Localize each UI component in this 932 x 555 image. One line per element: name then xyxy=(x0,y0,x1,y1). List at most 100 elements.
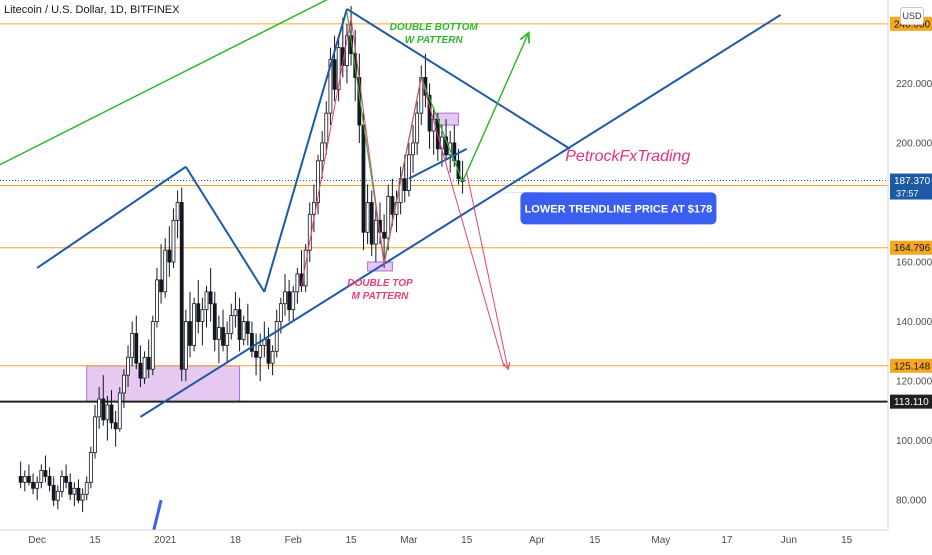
callout-text: LOWER TRENDLINE PRICE AT $178 xyxy=(525,203,713,215)
candle-body-95 xyxy=(411,142,415,156)
annotation-0: DOUBLE BOTTOM xyxy=(390,22,479,33)
candle-body-73 xyxy=(320,142,325,162)
candle-body-6 xyxy=(43,470,48,477)
candle-body-30 xyxy=(142,356,147,379)
trendline-4 xyxy=(263,8,348,293)
candle-body-2 xyxy=(27,476,31,483)
x-tick-label-2: 2021 xyxy=(154,535,177,546)
candle-body-74 xyxy=(324,112,329,144)
candle-body-88 xyxy=(382,231,387,239)
candle-body-42 xyxy=(192,303,197,346)
y-tick-label-3: 140.000 xyxy=(896,317,932,328)
candle-body-11 xyxy=(64,476,68,483)
candle-body-36 xyxy=(167,249,172,263)
candle-body-61 xyxy=(270,350,275,364)
current-price-countdown: 37:57 xyxy=(896,189,919,199)
candle-body-65 xyxy=(287,291,292,311)
candle-body-77 xyxy=(336,47,341,90)
candle-body-51 xyxy=(229,315,234,334)
level-tag-text-2: 164.796 xyxy=(894,243,931,254)
candle-body-4 xyxy=(35,481,40,489)
price-axis-bg xyxy=(888,0,932,550)
x-tick-label-1: 15 xyxy=(89,535,101,546)
candle-body-86 xyxy=(373,219,378,245)
pattern-path-3 xyxy=(466,172,508,370)
candle-body-33 xyxy=(155,279,159,322)
candle-body-90 xyxy=(390,196,395,215)
candle-body-49 xyxy=(221,327,225,346)
candle-body-27 xyxy=(130,333,135,358)
currency-button[interactable]: USD xyxy=(900,7,924,25)
level-tag-text-4: 113.110 xyxy=(894,397,929,408)
x-tick-label-3: 18 xyxy=(230,535,242,546)
current-price-tag xyxy=(890,173,932,200)
x-tick-label-9: 15 xyxy=(589,535,601,546)
candle-body-16 xyxy=(84,481,89,495)
x-tick-label-13: 15 xyxy=(841,535,853,546)
candle-body-38 xyxy=(175,202,180,221)
candle-body-13 xyxy=(72,487,77,495)
y-tick-label-2: 120.000 xyxy=(896,377,932,388)
x-tick-label-0: Dec xyxy=(28,535,46,546)
candle-body-84 xyxy=(365,202,370,233)
x-tick-label-4: Feb xyxy=(285,535,303,546)
candle-body-28 xyxy=(134,333,139,364)
pattern-path-2 xyxy=(461,33,529,182)
y-tick-label-1: 100.000 xyxy=(896,436,932,447)
trendline-2 xyxy=(36,165,187,269)
candle-body-25 xyxy=(122,374,126,394)
candle-body-47 xyxy=(212,303,217,340)
candle-body-45 xyxy=(204,291,209,311)
candle-body-72 xyxy=(316,160,320,203)
pattern-path-1 xyxy=(301,17,505,367)
x-tick-label-12: Jun xyxy=(781,535,797,546)
y-tick-label-0: 80.000 xyxy=(896,496,927,507)
level-tag-4 xyxy=(890,394,932,409)
annotation-1: W PATTERN xyxy=(405,35,464,46)
candle-body-41 xyxy=(188,321,192,346)
candle-body-96 xyxy=(415,112,420,144)
level-tag-2 xyxy=(890,240,932,255)
candle-body-15 xyxy=(80,493,85,501)
candle-body-93 xyxy=(402,178,407,191)
level-tag-text-3: 125.148 xyxy=(894,361,931,372)
candle-body-83 xyxy=(361,124,366,233)
candle-body-56 xyxy=(250,333,254,352)
callout-box xyxy=(520,192,717,225)
trendline-3 xyxy=(185,166,266,293)
x-tick-label-6: Mar xyxy=(400,535,418,546)
candle-body-7 xyxy=(47,476,52,486)
candle-body-67 xyxy=(295,273,300,293)
candle-body-69 xyxy=(303,249,308,287)
callout-pointer xyxy=(462,192,545,194)
x-tick-label-10: May xyxy=(651,535,670,546)
candle-body-9 xyxy=(55,490,60,501)
y-tick-label-6: 220.000 xyxy=(896,79,932,90)
candle-body-40 xyxy=(183,321,188,370)
candle-body-60 xyxy=(266,339,271,364)
symbol-title: Litecoin / U.S. Dollar, 1D, BITFINEX xyxy=(4,4,180,16)
x-tick-label-8: Apr xyxy=(529,535,545,546)
candle-body-17 xyxy=(88,452,93,483)
candle-body-53 xyxy=(237,309,242,340)
candle-body-55 xyxy=(245,321,250,334)
level-tag-3 xyxy=(890,358,932,373)
candle-body-1 xyxy=(22,476,27,483)
candle-body-23 xyxy=(113,422,118,430)
candle-body-24 xyxy=(117,392,122,430)
candle-body-43 xyxy=(196,303,201,322)
x-tick-label-11: 17 xyxy=(721,535,733,546)
candle-body-63 xyxy=(278,303,283,322)
candle-body-14 xyxy=(76,487,81,501)
candle-body-50 xyxy=(225,333,230,346)
x-tick-label-7: 15 xyxy=(461,535,473,546)
candle-body-22 xyxy=(109,404,114,424)
candle-body-35 xyxy=(163,249,168,293)
trendline-0 xyxy=(0,0,328,166)
candle-body-75 xyxy=(328,59,333,114)
candle-body-44 xyxy=(200,309,205,322)
candle-body-26 xyxy=(126,356,130,376)
candle-body-103 xyxy=(444,136,448,156)
